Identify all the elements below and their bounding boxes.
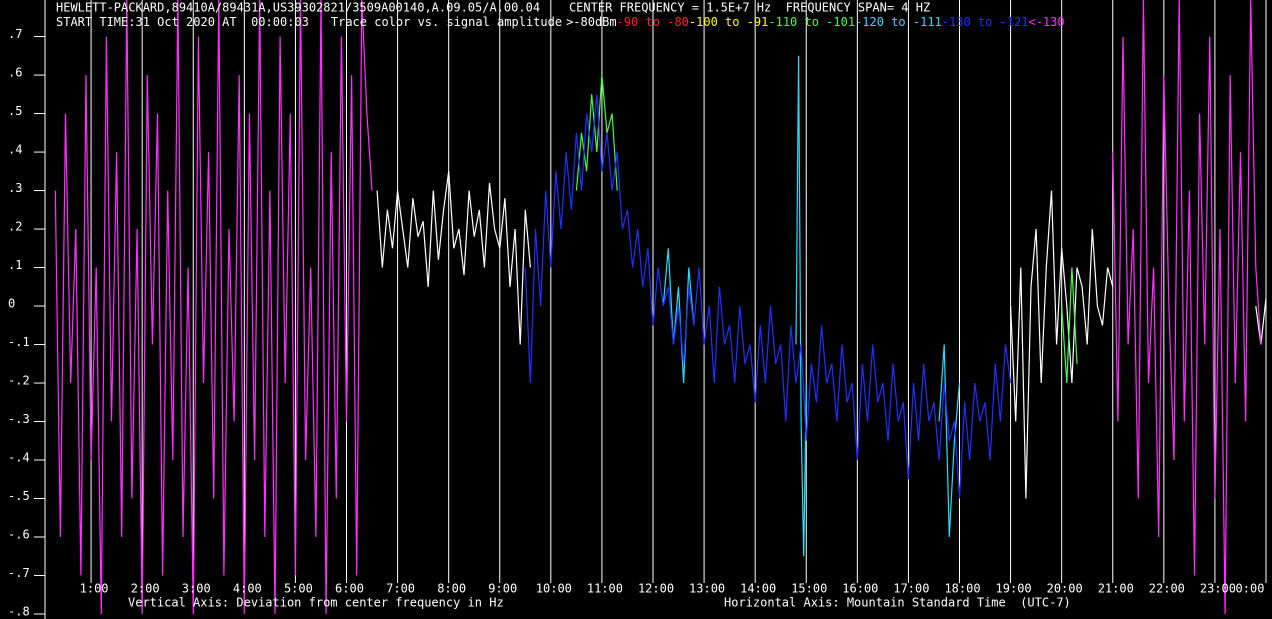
trace xyxy=(795,55,807,557)
trace xyxy=(662,248,695,384)
x-tick-label: 11:00 xyxy=(587,582,623,596)
x-tick-label: 15:00 xyxy=(791,582,827,596)
y-tick-label: .5 xyxy=(8,104,22,118)
x-tick-label: 7:00 xyxy=(386,582,415,596)
y-tick-label: .6 xyxy=(8,66,22,80)
x-tick-label: 3:00 xyxy=(182,582,211,596)
legend-line: START TIME:31 Oct 2020 AT 00:00:03 Trace … xyxy=(56,15,1065,29)
y-tick-label: 0 xyxy=(8,297,15,311)
x-tick-label: 8:00 xyxy=(437,582,466,596)
x-tick-label: 16:00 xyxy=(842,582,878,596)
x-tick-label: 4:00 xyxy=(233,582,262,596)
x-tick-label: 17:00 xyxy=(893,582,929,596)
chart-title: HEWLETT-PACKARD,89410A/89431A,US39302821… xyxy=(56,1,930,15)
trace xyxy=(1112,0,1262,615)
x-axis-label: Horizontal Axis: Mountain Standard Time … xyxy=(724,596,1071,610)
y-tick-label: .1 xyxy=(8,258,22,272)
y-tick-label: .4 xyxy=(8,143,22,157)
x-tick-label: 1:00 xyxy=(80,582,109,596)
legend-entry: >-80dBm xyxy=(566,15,617,29)
y-tick-label: -.5 xyxy=(8,489,30,503)
x-tick-label: 0:00 xyxy=(1236,582,1265,596)
y-tick-label: .3 xyxy=(8,181,22,195)
y-tick-label: -.2 xyxy=(8,374,30,388)
legend-entry: -110 to -101 xyxy=(768,15,855,29)
x-tick-label: 21:00 xyxy=(1098,582,1134,596)
trace xyxy=(524,94,1012,499)
legend-entry: -100 to -91 xyxy=(689,15,768,29)
x-tick-label: 5:00 xyxy=(284,582,313,596)
legend-entry: -90 to -80 xyxy=(617,15,689,29)
x-tick-label: 20:00 xyxy=(1047,582,1083,596)
trace xyxy=(1061,267,1078,384)
y-tick-label: .7 xyxy=(8,27,22,41)
grid xyxy=(34,0,1267,615)
trace xyxy=(376,171,531,345)
x-tick-label: 13:00 xyxy=(689,582,725,596)
x-tick-label: 12:00 xyxy=(638,582,674,596)
x-tick-label: 23:00 xyxy=(1200,582,1236,596)
x-tick-label: 6:00 xyxy=(335,582,364,596)
x-tick-label: 18:00 xyxy=(944,582,980,596)
trace xyxy=(938,344,961,538)
y-tick-label: -.4 xyxy=(8,451,30,465)
legend-entry: <-130 xyxy=(1028,15,1064,29)
y-tick-label: -.6 xyxy=(8,528,30,542)
labels: 1:00 2:00 3:00 4:00 5:00 6:00 7:00 8:00 9:00 10:0… xyxy=(8,27,1264,618)
legend-entry: -130 to -121 xyxy=(942,15,1029,29)
y-tick-label: -.1 xyxy=(8,335,30,349)
trace xyxy=(575,75,618,191)
legend-title: Trace color vs. signal amplitude xyxy=(331,15,562,29)
x-tick-label: 22:00 xyxy=(1149,582,1185,596)
y-tick-label: -.7 xyxy=(8,566,30,580)
x-tick-label: 10:00 xyxy=(536,582,572,596)
x-tick-label: 19:00 xyxy=(996,582,1032,596)
start-time: START TIME:31 Oct 2020 AT 00:00:03 xyxy=(56,15,309,29)
y-tick-label: -.3 xyxy=(8,412,30,426)
y-tick-label: .2 xyxy=(8,220,22,234)
x-tick-label: 2:00 xyxy=(131,582,160,596)
x-tick-label: 9:00 xyxy=(488,582,517,596)
x-tick-label: 14:00 xyxy=(740,582,776,596)
trace xyxy=(54,0,373,615)
traces xyxy=(54,0,1267,615)
legend-entry: -120 to -111 xyxy=(855,15,942,29)
y-axis-label: Vertical Axis: Deviation from center fre… xyxy=(128,596,504,610)
trace xyxy=(1010,190,1114,499)
y-tick-label: -.8 xyxy=(8,604,30,618)
